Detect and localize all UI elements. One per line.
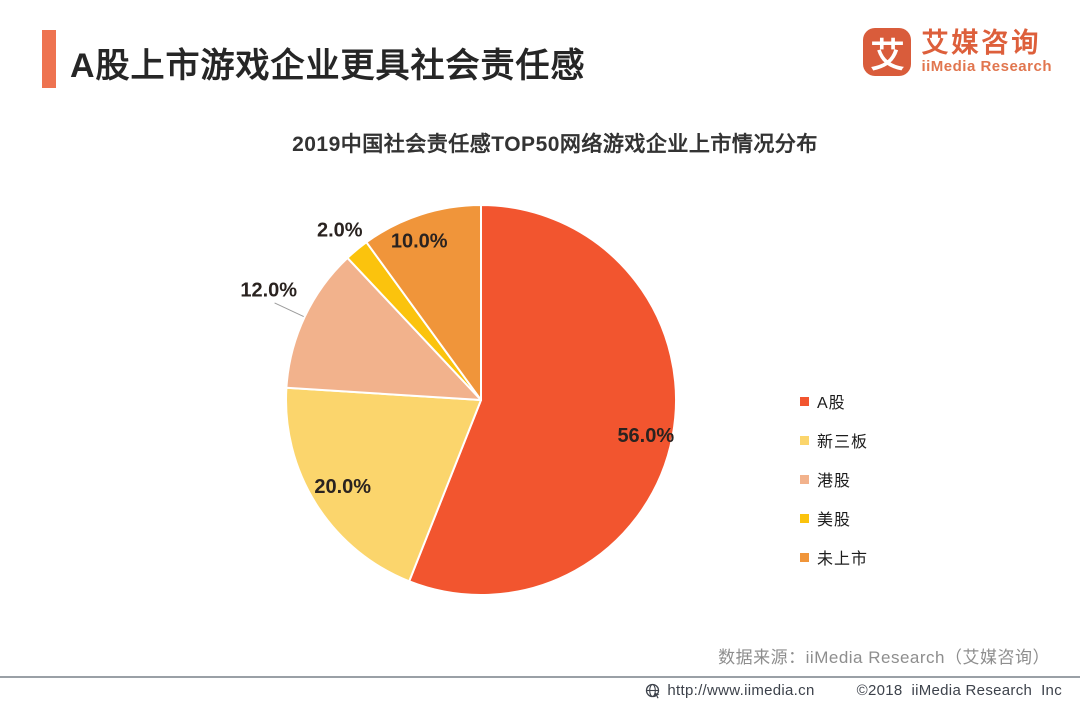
footer: http://www.iimedia.cn ©2018 iiMedia Rese… <box>645 682 1062 699</box>
pie-label-1: 56.0% <box>617 425 674 447</box>
brand-name-cn: 艾媒咨询 <box>921 28 1042 59</box>
pie-label-2: 20.0% <box>314 476 371 498</box>
legend-swatch-icon <box>800 552 809 562</box>
legend-item-5: 未上市 <box>800 548 869 568</box>
legend-swatch-icon <box>800 396 809 406</box>
legend-swatch-icon <box>800 513 809 523</box>
footer-divider <box>0 676 1080 678</box>
page-title: A股上市游戏企业更具社会责任感 <box>70 47 586 85</box>
pie-label-4: 2.0% <box>317 220 363 242</box>
chart-title: 2019中国社会责任感TOP50网络游戏企业上市情况分布 <box>292 133 818 156</box>
pie-slice-1 <box>408 204 677 596</box>
legend-label: A股 <box>817 395 846 412</box>
iimedia-logo-icon: 艾 <box>863 28 912 76</box>
iimedia-logo: 艾 艾媒咨询 iiMedia Research <box>863 28 1052 76</box>
footer-url: http://www.iimedia.cn <box>667 682 815 699</box>
legend-label: 美股 <box>817 512 852 529</box>
logo-glyph: 艾 <box>870 36 905 75</box>
pie-slice-5 <box>365 204 482 401</box>
legend-item-2: 新三板 <box>800 431 869 451</box>
pie-label-5: 10.0% <box>391 231 448 253</box>
pie-label-3: 12.0% <box>240 279 297 301</box>
legend-label: 新三板 <box>817 434 869 451</box>
globe-icon <box>646 683 660 698</box>
logo-text: 艾媒咨询 iiMedia Research <box>921 28 1052 75</box>
brand-name-en: iiMedia Research <box>921 57 1052 75</box>
data-source-note: 数据来源：iiMedia Research（艾媒咨询） <box>718 648 1050 667</box>
title-accent-bar <box>42 30 56 88</box>
footer-copyright: ©2018 iiMedia Research Inc <box>856 682 1062 699</box>
pie-slice-3 <box>285 256 482 401</box>
legend-item-1: A股 <box>800 392 868 412</box>
label-leader-line <box>274 302 304 318</box>
legend-label: 未上市 <box>817 551 869 568</box>
legend-item-3: 港股 <box>800 470 868 490</box>
legend-swatch-icon <box>800 435 809 445</box>
pie-slice-2 <box>285 386 482 583</box>
legend-swatch-icon <box>800 474 809 484</box>
legend-item-4: 美股 <box>800 509 868 529</box>
legend-label: 港股 <box>817 473 852 490</box>
chart-legend: A股新三板港股美股未上市 <box>800 392 868 587</box>
